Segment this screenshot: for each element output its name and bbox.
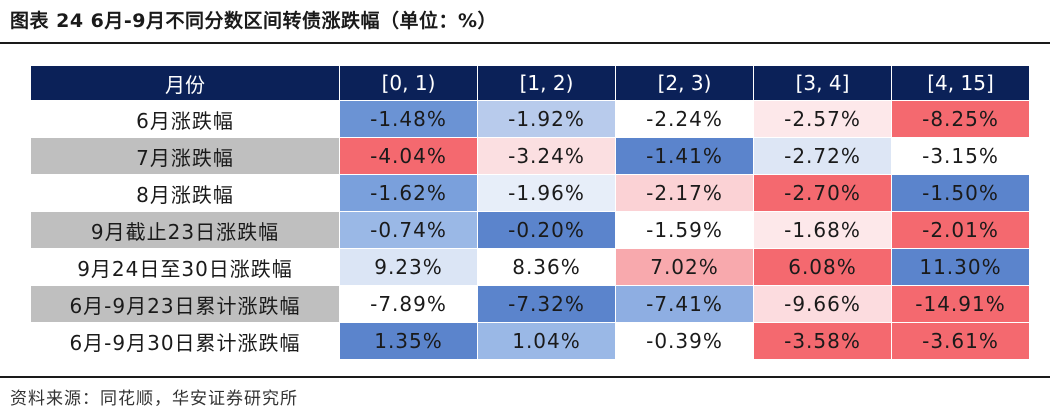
source-note: 资料来源：同花顺，华安证券研究所 bbox=[10, 389, 298, 409]
value-cell: 8.36% bbox=[477, 248, 616, 286]
value-cell: -0.39% bbox=[615, 322, 754, 360]
header-range-2-3: [2, 3) bbox=[615, 65, 754, 101]
table-body: 6月涨跌幅 -1.48% -1.92% -2.24% -2.57% -8.25% 7月涨跌幅… bbox=[30, 100, 1030, 360]
title-divider bbox=[0, 42, 1050, 44]
value-cell: -4.04% bbox=[339, 137, 478, 175]
table-row: 6月涨跌幅 -1.48% -1.92% -2.24% -2.57% -8.25% bbox=[30, 100, 1030, 138]
header-range-1-2: [1, 2) bbox=[477, 65, 616, 101]
table-row: 6月-9月23日累计涨跌幅 -7.89% -7.32% -7.41% -9.66% -14… bbox=[30, 285, 1030, 323]
header-range-4-15: [4, 15] bbox=[891, 65, 1030, 101]
value-cell: -1.92% bbox=[477, 100, 616, 138]
value-cell: -1.62% bbox=[339, 174, 478, 212]
value-cell: -3.24% bbox=[477, 137, 616, 175]
value-cell: 11.30% bbox=[891, 248, 1030, 286]
value-cell: -1.96% bbox=[477, 174, 616, 212]
value-cell: -2.57% bbox=[753, 100, 892, 138]
figure-title: 图表 24 6月-9月不同分数区间转债涨跌幅（单位：%） bbox=[10, 10, 498, 32]
value-cell: 1.04% bbox=[477, 322, 616, 360]
value-cell: -14.91% bbox=[891, 285, 1030, 323]
value-cell: 6.08% bbox=[753, 248, 892, 286]
value-cell: -2.24% bbox=[615, 100, 754, 138]
value-cell: -3.15% bbox=[891, 137, 1030, 175]
table-header-row: 月份 [0, 1) [1, 2) [2, 3) [3, 4] [4, 15] bbox=[30, 65, 1030, 101]
value-cell: 9.23% bbox=[339, 248, 478, 286]
value-cell: -2.01% bbox=[891, 211, 1030, 249]
table-row: 6月-9月30日累计涨跌幅 1.35% 1.04% -0.39% -3.58% -3.61… bbox=[30, 322, 1030, 360]
value-cell: 1.35% bbox=[339, 322, 478, 360]
row-label: 8月涨跌幅 bbox=[30, 174, 340, 212]
value-cell: -3.58% bbox=[753, 322, 892, 360]
value-cell: -2.70% bbox=[753, 174, 892, 212]
value-cell: -1.59% bbox=[615, 211, 754, 249]
row-label: 6月-9月30日累计涨跌幅 bbox=[30, 322, 340, 360]
row-label: 9月24日至30日涨跌幅 bbox=[30, 248, 340, 286]
value-cell: -1.50% bbox=[891, 174, 1030, 212]
source-divider bbox=[0, 376, 1050, 378]
value-cell: -7.41% bbox=[615, 285, 754, 323]
value-cell: -0.74% bbox=[339, 211, 478, 249]
value-cell: -7.89% bbox=[339, 285, 478, 323]
table-row: 7月涨跌幅 -4.04% -3.24% -1.41% -2.72% -3.15% bbox=[30, 137, 1030, 175]
value-cell: -0.20% bbox=[477, 211, 616, 249]
header-month: 月份 bbox=[30, 65, 340, 101]
value-cell: -1.41% bbox=[615, 137, 754, 175]
value-cell: -2.17% bbox=[615, 174, 754, 212]
value-cell: -1.48% bbox=[339, 100, 478, 138]
table-row: 9月24日至30日涨跌幅 9.23% 8.36% 7.02% 6.08% 11.30% bbox=[30, 248, 1030, 286]
value-cell: -7.32% bbox=[477, 285, 616, 323]
row-label: 9月截止23日涨跌幅 bbox=[30, 211, 340, 249]
row-label: 7月涨跌幅 bbox=[30, 137, 340, 175]
header-range-3-4: [3, 4] bbox=[753, 65, 892, 101]
value-cell: -2.72% bbox=[753, 137, 892, 175]
header-range-0-1: [0, 1) bbox=[339, 65, 478, 101]
value-cell: -9.66% bbox=[753, 285, 892, 323]
value-cell: -8.25% bbox=[891, 100, 1030, 138]
value-cell: -3.61% bbox=[891, 322, 1030, 360]
value-cell: 7.02% bbox=[615, 248, 754, 286]
returns-table: 月份 [0, 1) [1, 2) [2, 3) [3, 4] [4, 15] 6… bbox=[30, 65, 1030, 360]
table-row: 9月截止23日涨跌幅 -0.74% -0.20% -1.59% -1.68% -2.01% bbox=[30, 211, 1030, 249]
row-label: 6月-9月23日累计涨跌幅 bbox=[30, 285, 340, 323]
row-label: 6月涨跌幅 bbox=[30, 100, 340, 138]
value-cell: -1.68% bbox=[753, 211, 892, 249]
table-row: 8月涨跌幅 -1.62% -1.96% -2.17% -2.70% -1.50% bbox=[30, 174, 1030, 212]
